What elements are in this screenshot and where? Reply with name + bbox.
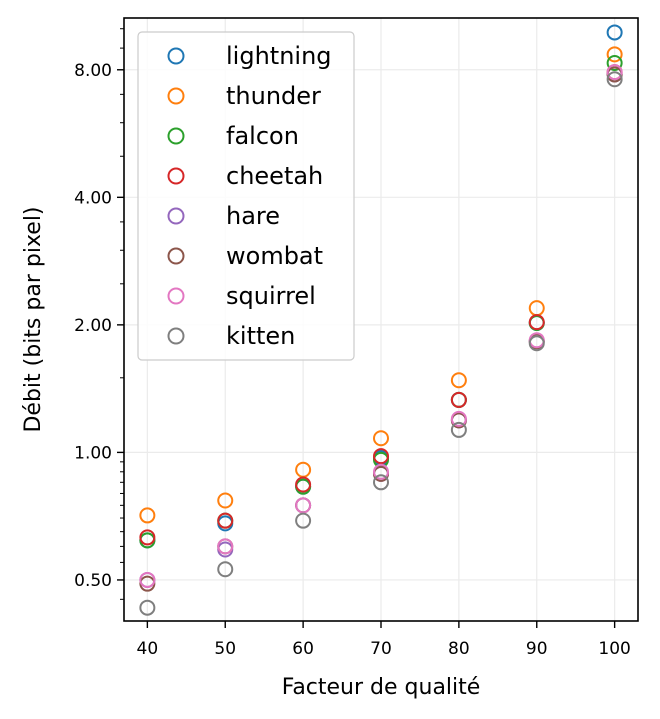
x-tick-label: 60 <box>292 639 314 659</box>
y-tick-label: 1.00 <box>74 443 112 463</box>
legend-label: hare <box>226 202 280 230</box>
legend: lightning thunder falcon cheetah hare wombat s… <box>138 32 354 360</box>
legend-label: wombat <box>226 242 323 270</box>
y-tick-label: 0.50 <box>74 571 112 591</box>
scatter-chart: 40 50 60 70 80 90 100 0.50 1.00 2.00 4.00 8.00 Fac… <box>0 0 660 719</box>
x-axis: 40 50 60 70 80 90 100 <box>137 621 631 659</box>
x-tick-label: 50 <box>214 639 236 659</box>
legend-label: thunder <box>226 82 321 110</box>
legend-label: falcon <box>226 122 299 150</box>
legend-label: cheetah <box>226 162 323 190</box>
legend-label: kitten <box>226 322 295 350</box>
y-axis: 0.50 1.00 2.00 4.00 8.00 <box>74 29 124 600</box>
legend-label: squirrel <box>226 282 316 310</box>
x-tick-label: 90 <box>526 639 548 659</box>
x-tick-label: 80 <box>448 639 470 659</box>
x-tick-label: 40 <box>137 639 159 659</box>
y-axis-title: Débit (bits par pixel) <box>21 206 46 432</box>
legend-label: lightning <box>226 42 332 70</box>
x-axis-title: Facteur de qualité <box>282 675 481 700</box>
y-tick-label: 2.00 <box>74 316 112 336</box>
x-tick-label: 100 <box>598 639 630 659</box>
y-tick-label: 8.00 <box>74 61 112 81</box>
y-tick-label: 4.00 <box>74 188 112 208</box>
x-tick-label: 70 <box>370 639 392 659</box>
